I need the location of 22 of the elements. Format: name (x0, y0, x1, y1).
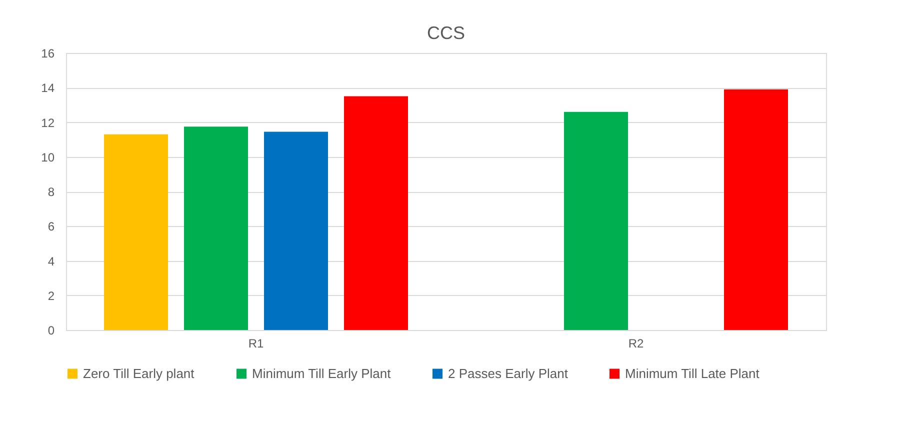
y-tick-label: 4 (48, 254, 55, 268)
legend-label: 2 Passes Early Plant (448, 366, 568, 381)
x-tick-label: R1 (248, 336, 264, 350)
y-tick-label: 10 (41, 150, 55, 164)
y-tick-label: 0 (48, 324, 55, 338)
chart-title: CCS (426, 23, 466, 43)
y-tick-label: 14 (41, 81, 55, 96)
y-tick-label: 16 (41, 46, 55, 60)
bar (264, 132, 328, 330)
legend-label: Zero Till Early plant (83, 366, 195, 381)
legend-label: Minimum Till Early Plant (252, 366, 392, 381)
bar (724, 89, 788, 330)
y-tick-label: 12 (41, 116, 55, 130)
bar (344, 96, 408, 330)
bar (184, 126, 248, 330)
y-tick-label: 6 (48, 220, 55, 234)
x-tick-label: R2 (628, 336, 644, 350)
bar (104, 134, 168, 330)
bar (564, 112, 628, 330)
legend-label: Minimum Till Late Plant (625, 366, 760, 381)
y-tick-label: 2 (48, 288, 55, 303)
y-tick-label: 8 (48, 185, 55, 199)
